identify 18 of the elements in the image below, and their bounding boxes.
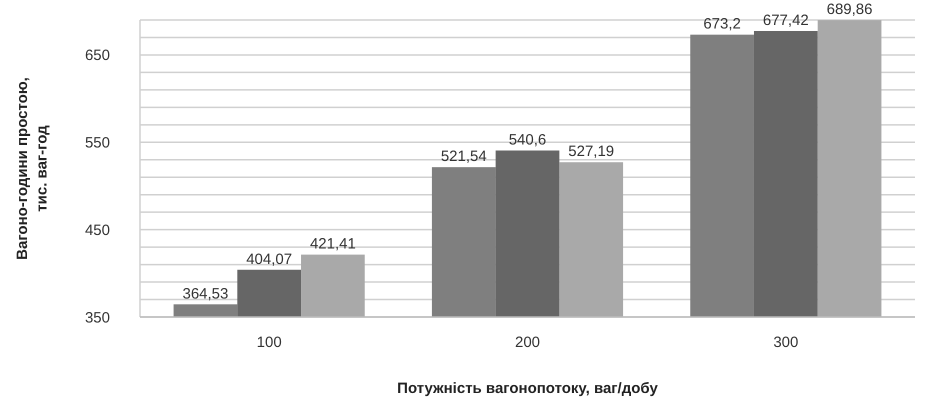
x-tick-label: 200 — [514, 334, 540, 351]
x-tick-label: 300 — [773, 334, 798, 351]
data-label: 527,19 — [568, 143, 614, 160]
data-label: 521,54 — [440, 148, 487, 166]
y-tick-label: 650 — [84, 47, 110, 64]
x-axis-title: Потужність вагонопотоку, ваг/добу — [397, 380, 658, 397]
y-axis-title: Вагоно-години простою, тис. ваг-год — [14, 77, 50, 260]
data-label: 673,2 — [703, 16, 741, 33]
data-label: 364,53 — [182, 285, 228, 302]
y-tick-label: 550 — [84, 134, 110, 152]
data-label: 689,86 — [826, 1, 872, 18]
x-tick-label: 100 — [256, 334, 282, 351]
y-tick-label: 450 — [84, 222, 110, 239]
y-tick-label: 350 — [84, 309, 110, 326]
data-label: 404,07 — [246, 250, 292, 268]
data-label: 677,42 — [762, 12, 809, 29]
data-label: 540,6 — [508, 132, 546, 149]
data-label: 421,41 — [310, 236, 356, 253]
